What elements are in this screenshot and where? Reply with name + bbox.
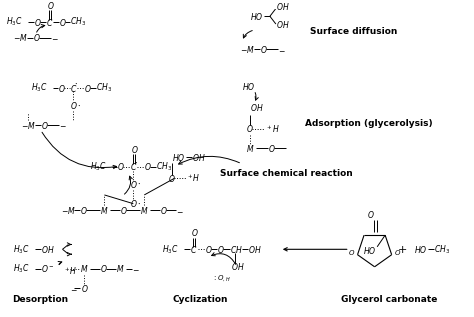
- Text: Desorption: Desorption: [12, 295, 69, 304]
- Text: $H_3C$: $H_3C$: [6, 16, 22, 28]
- Text: $M$: $M$: [81, 263, 89, 274]
- Text: $O$: $O$: [160, 205, 168, 216]
- Text: $O$: $O$: [367, 209, 374, 220]
- Text: $-M$: $-M$: [13, 32, 27, 43]
- Text: $O$: $O$: [120, 205, 128, 216]
- Text: $O$: $O$: [268, 143, 275, 154]
- Text: $O$: $O$: [81, 205, 88, 216]
- Text: $H_3C$: $H_3C$: [162, 243, 179, 256]
- Text: $M$: $M$: [246, 143, 255, 154]
- Text: $OH$: $OH$: [192, 152, 206, 163]
- Text: $O$: $O$: [33, 32, 40, 43]
- Text: $OH$: $OH$: [276, 1, 290, 12]
- Text: $OH$: $OH$: [276, 18, 290, 29]
- Text: $O$: $O$: [394, 248, 401, 257]
- Text: $O$: $O$: [131, 144, 139, 155]
- Text: Glycerol carbonate: Glycerol carbonate: [341, 295, 438, 304]
- Text: $HO$: $HO$: [414, 244, 428, 255]
- Text: Surface diffusion: Surface diffusion: [310, 27, 397, 36]
- Text: $\bullet$: $\bullet$: [137, 182, 141, 186]
- Text: $-$: $-$: [51, 33, 58, 42]
- Text: $CH$: $CH$: [230, 244, 243, 255]
- Text: $O$: $O$: [118, 161, 125, 172]
- Text: $CH_3$: $CH_3$: [156, 160, 173, 173]
- Text: $O$: $O$: [347, 248, 355, 257]
- Text: $O$: $O$: [46, 0, 54, 11]
- Text: $H_3C$: $H_3C$: [91, 160, 107, 173]
- Text: $C$: $C$: [46, 16, 53, 28]
- Text: $-$: $-$: [278, 45, 285, 54]
- Text: $-$: $-$: [58, 120, 66, 130]
- Text: $-M$: $-M$: [61, 205, 75, 216]
- Text: Cyclization: Cyclization: [173, 295, 228, 304]
- Text: $O$: $O$: [100, 263, 108, 274]
- Text: $:O_{,H}$: $:O_{,H}$: [212, 274, 231, 283]
- Text: $H_3C$: $H_3C$: [31, 82, 47, 94]
- Text: $HO$: $HO$: [250, 11, 264, 22]
- Text: $-$: $-$: [176, 206, 184, 215]
- Text: $C$: $C$: [71, 83, 78, 94]
- Text: $+$: $+$: [397, 244, 408, 255]
- Text: $O$: $O$: [191, 227, 199, 238]
- Text: $HO$: $HO$: [242, 81, 255, 92]
- Text: $O$: $O$: [34, 16, 41, 28]
- Text: $O$: $O$: [130, 198, 138, 209]
- Text: $O$: $O$: [84, 83, 92, 94]
- Text: $\bullet$: $\bullet$: [137, 202, 141, 206]
- Text: $O$: $O$: [82, 283, 89, 294]
- Text: $H_3C$: $H_3C$: [13, 243, 29, 256]
- Text: $O$: $O$: [41, 120, 48, 131]
- Text: $HO$: $HO$: [172, 152, 186, 163]
- Text: $O$: $O$: [130, 179, 138, 190]
- Text: $^+H$: $^+H$: [186, 172, 201, 184]
- Text: $O$: $O$: [144, 161, 152, 172]
- Text: $\,^+H$: $\,^+H$: [264, 123, 280, 135]
- Text: $CH_3$: $CH_3$: [96, 82, 112, 94]
- Text: $\bullet$: $\bullet$: [134, 161, 138, 165]
- Text: $HO$: $HO$: [363, 245, 377, 256]
- Text: $-$: $-$: [132, 264, 140, 273]
- Text: Surface chemical reaction: Surface chemical reaction: [220, 169, 353, 178]
- Text: $O$: $O$: [246, 123, 254, 134]
- Text: $O$: $O$: [260, 44, 268, 55]
- Text: $CH_3$: $CH_3$: [71, 16, 87, 28]
- Text: $O$: $O$: [57, 83, 65, 94]
- Text: $OH$: $OH$: [248, 244, 262, 255]
- Text: $M$: $M$: [140, 205, 149, 216]
- Text: $O$: $O$: [205, 244, 213, 255]
- Text: $\bullet$: $\bullet$: [77, 103, 82, 108]
- Text: $O$: $O$: [58, 16, 66, 28]
- Text: $O$: $O$: [168, 173, 176, 184]
- Text: Adsorption (glycerolysis): Adsorption (glycerolysis): [305, 119, 432, 127]
- Text: $O$: $O$: [71, 100, 78, 111]
- Text: $M$: $M$: [116, 263, 125, 274]
- Text: $OH$: $OH$: [231, 261, 245, 272]
- Text: $OH$: $OH$: [41, 244, 54, 255]
- Text: $O$: $O$: [217, 244, 225, 255]
- Text: $-M$: $-M$: [21, 120, 36, 131]
- Text: $-M$: $-M$: [240, 44, 255, 55]
- Text: $CH_3$: $CH_3$: [434, 243, 450, 256]
- Text: $^+H$: $^+H$: [63, 265, 77, 276]
- Text: $\bullet$: $\bullet$: [74, 82, 78, 87]
- Text: $-$: $-$: [71, 284, 78, 293]
- Text: $C$: $C$: [130, 161, 137, 172]
- Text: $C$: $C$: [190, 244, 198, 255]
- Text: $O^-$: $O^-$: [41, 263, 55, 274]
- Text: $OH$: $OH$: [250, 102, 264, 113]
- Text: $H_3C$: $H_3C$: [13, 262, 29, 275]
- Text: $M$: $M$: [100, 205, 109, 216]
